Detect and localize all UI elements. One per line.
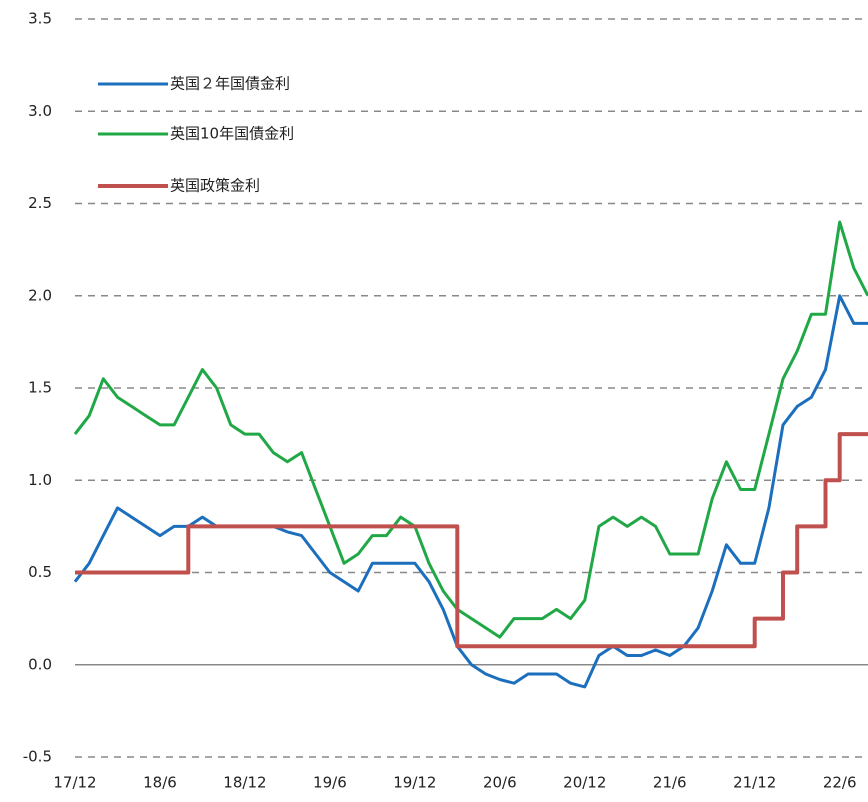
x-tick-label: 21/6 xyxy=(653,774,687,792)
x-tick-label: 20/12 xyxy=(563,774,606,792)
y-tick-label: 0.5 xyxy=(28,563,52,581)
y-tick-label: 3.0 xyxy=(28,102,52,120)
legend-label: 英国政策金利 xyxy=(170,177,260,195)
y-tick-label: 3.5 xyxy=(28,10,52,28)
y-tick-label: 1.5 xyxy=(28,379,52,397)
x-tick-label: 21/12 xyxy=(733,774,776,792)
series-line xyxy=(73,294,868,689)
x-tick-label: 18/12 xyxy=(223,774,266,792)
y-tick-label: 2.5 xyxy=(28,194,52,212)
legend-label: 英国10年国債金利 xyxy=(170,125,294,143)
x-tick-label: 18/6 xyxy=(143,774,177,792)
series-line xyxy=(75,432,868,649)
x-tick-label: 19/12 xyxy=(393,774,436,792)
x-tick-label: 20/6 xyxy=(483,774,517,792)
y-tick-label: 2.0 xyxy=(28,286,52,304)
series-line xyxy=(73,220,868,639)
legend-label: 英国２年国債金利 xyxy=(170,75,290,93)
y-tick-label: 1.0 xyxy=(28,471,52,489)
y-tick-label: -0.5 xyxy=(23,748,52,766)
x-tick-label: 17/12 xyxy=(53,774,96,792)
x-tick-label: 19/6 xyxy=(313,774,347,792)
x-tick-label: 22/6 xyxy=(823,774,857,792)
y-tick-label: 0.0 xyxy=(28,655,52,673)
